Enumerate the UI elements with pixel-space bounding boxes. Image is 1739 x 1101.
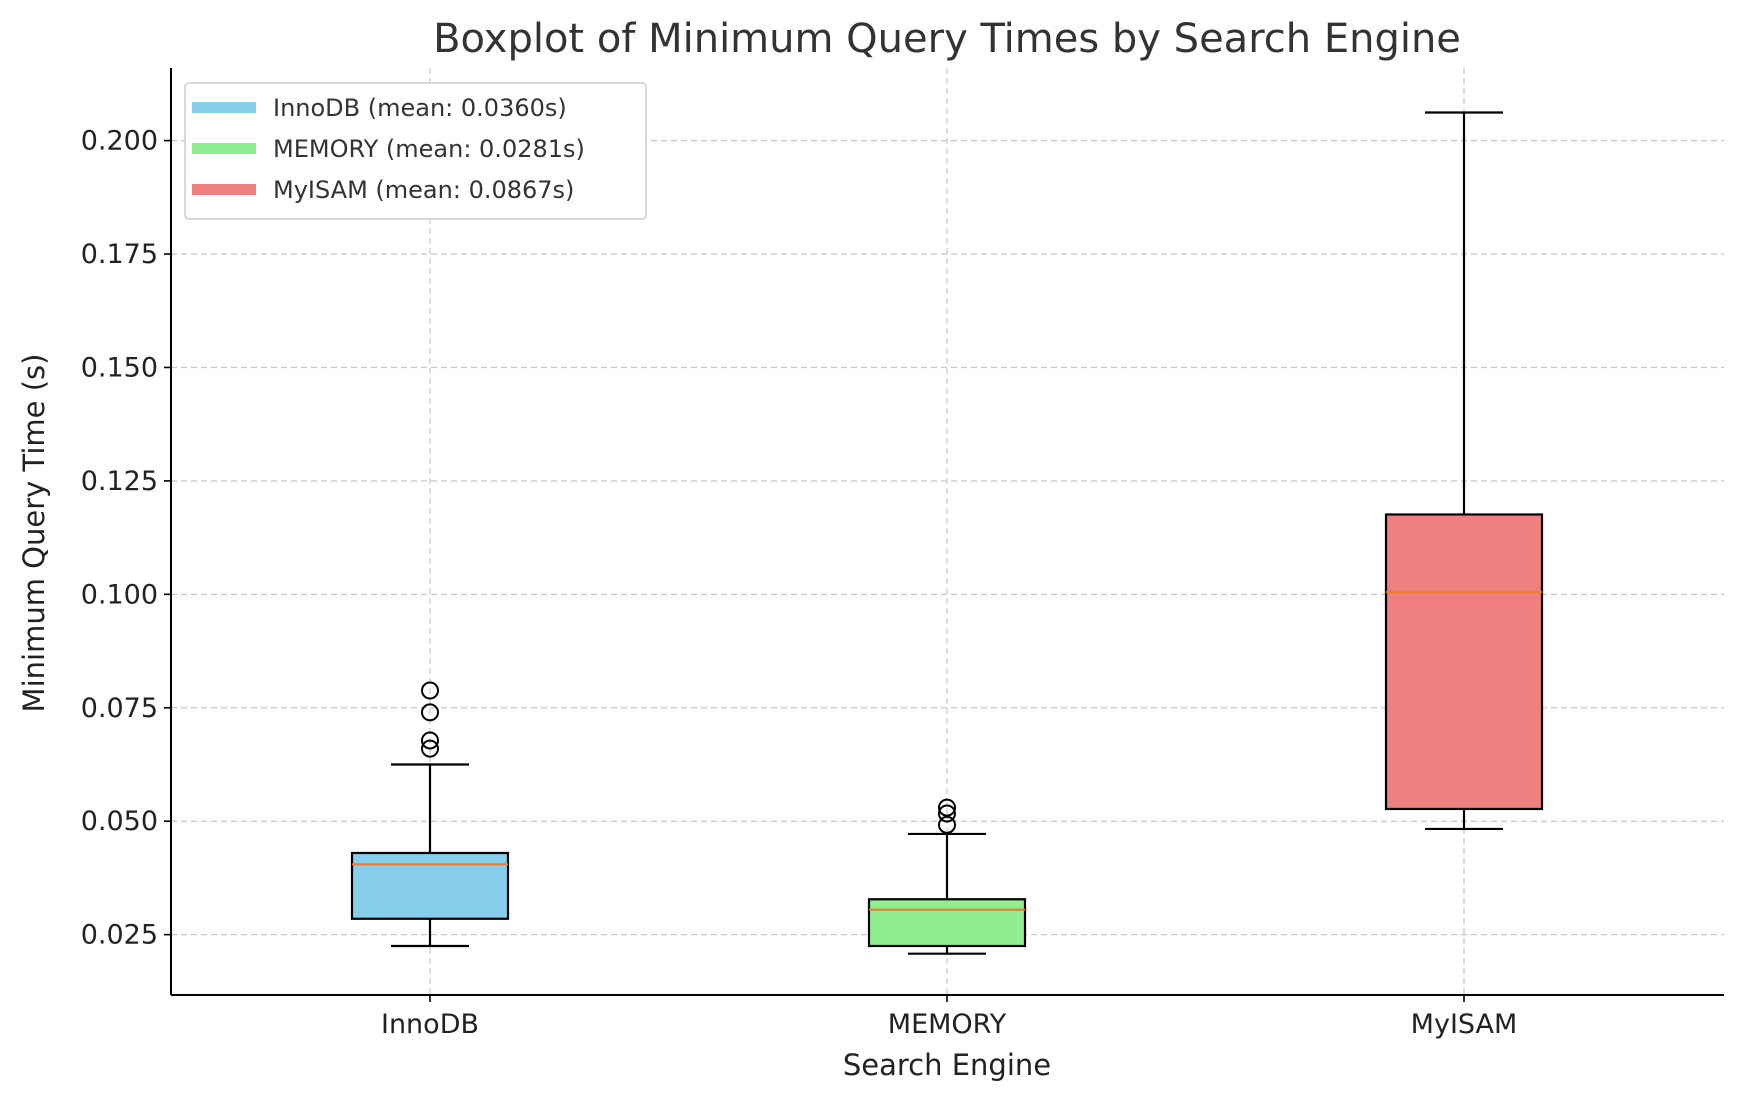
box-memory xyxy=(867,798,1027,955)
outlier-point xyxy=(938,804,956,823)
legend-swatch xyxy=(192,102,256,113)
box-myisam xyxy=(1384,111,1544,831)
y-tick-label: 0.075 xyxy=(81,693,158,724)
y-tick-label: 0.025 xyxy=(81,920,158,951)
box-iqr xyxy=(1384,513,1544,811)
box-iqr xyxy=(867,898,1027,948)
legend-swatch xyxy=(192,184,256,195)
x-axis-label: Search Engine xyxy=(843,1048,1051,1082)
outlier-point xyxy=(421,731,439,750)
chart-title: Boxplot of Minimum Query Times by Search… xyxy=(433,16,1461,62)
box-iqr xyxy=(350,851,510,920)
legend-label: InnoDB (mean: 0.0360s) xyxy=(273,94,567,122)
y-axis-label: Minimum Query Time (s) xyxy=(17,354,51,713)
y-ticks: 0.025 0.050 0.075 0.100 0.125 0.150 0.175 0.200 xyxy=(81,126,171,951)
x-tick-label: MyISAM xyxy=(1411,1009,1518,1040)
y-tick-label: 0.200 xyxy=(81,126,158,157)
legend-items: InnoDB (mean: 0.0360s) MEMORY (mean: 0.02… xyxy=(192,94,585,204)
box-innodb xyxy=(350,681,510,948)
outlier-point xyxy=(938,815,956,834)
outlier-point xyxy=(421,681,439,700)
legend: InnoDB (mean: 0.0360s) MEMORY (mean: 0.02… xyxy=(184,82,647,220)
outlier-point xyxy=(421,703,439,722)
y-tick-label: 0.050 xyxy=(81,806,158,837)
outlier-point xyxy=(421,739,439,758)
y-tick-label: 0.150 xyxy=(81,352,158,383)
legend-swatch xyxy=(192,143,256,154)
x-tick-label: InnoDB xyxy=(381,1009,479,1040)
x-ticks: InnoDB MEMORY MyISAM xyxy=(381,995,1517,1040)
y-tick-label: 0.175 xyxy=(81,239,158,270)
legend-label: MEMORY (mean: 0.0281s) xyxy=(273,135,585,163)
outlier-point xyxy=(938,798,956,817)
y-tick-label: 0.125 xyxy=(81,466,158,497)
legend-label: MyISAM (mean: 0.0867s) xyxy=(273,176,574,204)
legend-frame xyxy=(184,82,647,220)
y-tick-label: 0.100 xyxy=(81,579,158,610)
x-tick-label: MEMORY xyxy=(888,1009,1007,1040)
box-layer xyxy=(350,111,1544,955)
